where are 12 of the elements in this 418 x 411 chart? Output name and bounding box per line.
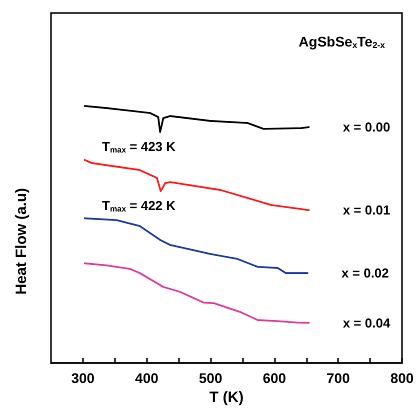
text: x = 0.01: [342, 202, 390, 218]
x-tick-label: 800: [390, 370, 414, 386]
x-tick-label: 600: [262, 370, 286, 386]
x-tick-label: 300: [71, 370, 95, 386]
x-axis-title: T (K): [209, 388, 244, 406]
x-tick-label: 700: [326, 370, 350, 386]
text: x = 0.00: [342, 120, 390, 135]
text: x = 0.02: [342, 266, 389, 281]
x-tick-label: 500: [198, 370, 222, 386]
x-tick-label: 400: [135, 370, 159, 386]
y-axis-title: Heat Flow (a.u): [13, 188, 30, 295]
text: x = 0.04: [342, 315, 391, 330]
